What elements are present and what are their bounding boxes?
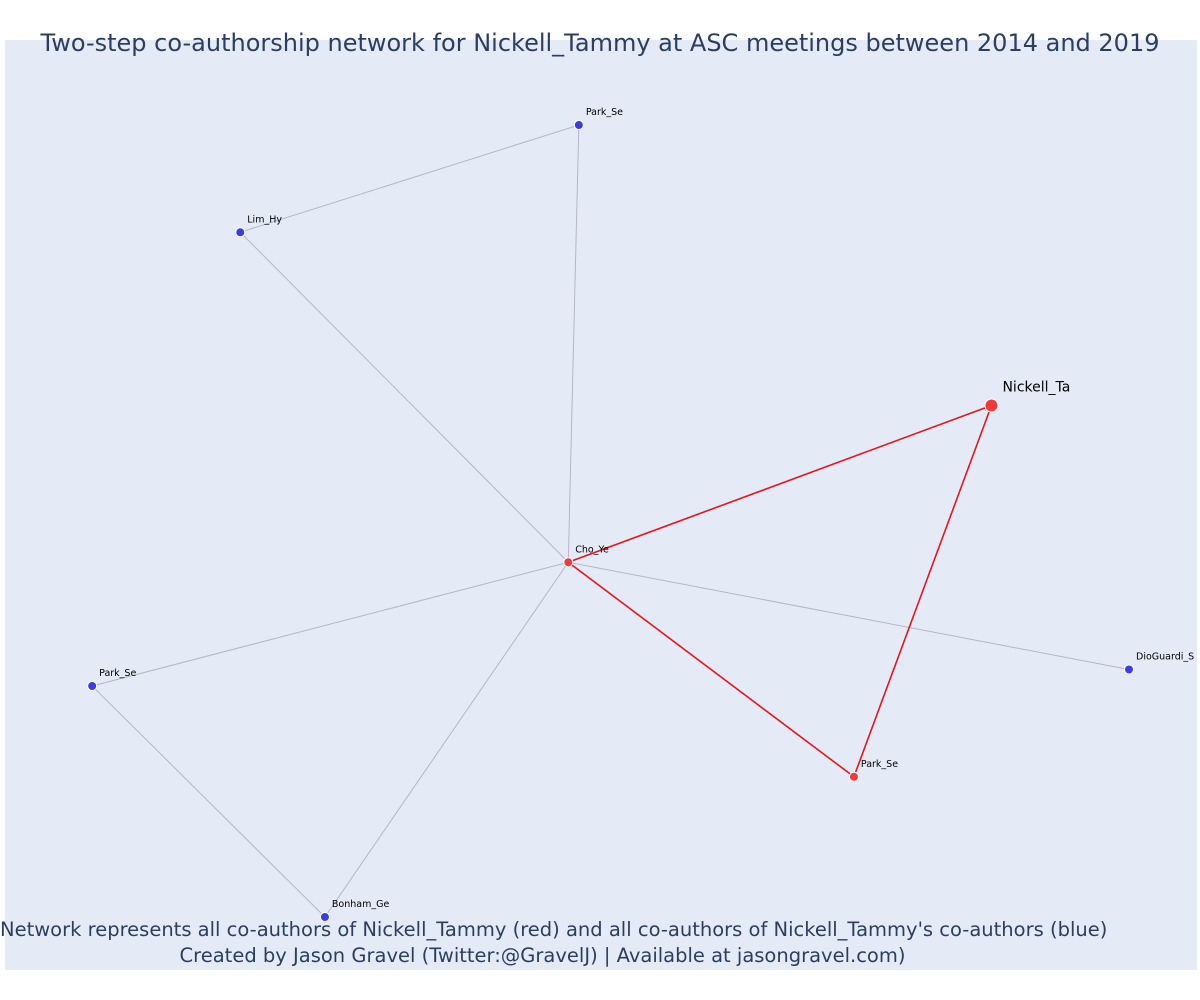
nodes-layer: [87, 120, 1134, 922]
node-lim[interactable]: [235, 227, 246, 238]
labels-layer: Nickell_Ta Cho_Ye Park_Se Park_Se Lim_Hy Park…: [99, 107, 1194, 910]
node-dioguardi[interactable]: [1124, 664, 1134, 675]
node-label-dioguardi: DioGuardi_S: [1136, 652, 1194, 663]
node-label-park_left: Park_Se: [99, 668, 136, 679]
node-label-nickell: Nickell_Ta: [1002, 380, 1070, 396]
plot-background: [5, 40, 1197, 970]
chart-caption: Network represents all co-authors of Nic…: [0, 917, 1108, 969]
edge-cho-nickell: [567, 404, 992, 564]
node-park_left[interactable]: [87, 681, 98, 691]
edge-cho-park_red: [567, 561, 855, 778]
node-park_red[interactable]: [848, 771, 859, 782]
edge-cho-dioguardi: [568, 561, 1130, 670]
node-label-lim: Lim_Hy: [247, 214, 282, 225]
edge-lim-cho: [239, 231, 569, 563]
edge-nickell-park_red: [853, 405, 993, 778]
node-label-bonham: Bonham_Ge: [332, 899, 390, 910]
edge-park_left-bonham: [91, 685, 326, 918]
caption-line-2: Created by Jason Gravel (Twitter:@Gravel…: [179, 944, 906, 967]
node-bonham[interactable]: [319, 912, 330, 922]
caption-line-1: Network represents all co-authors of Nic…: [0, 918, 1108, 941]
edge-cho-park_left: [92, 561, 569, 687]
edge-park_top-cho: [567, 124, 580, 563]
edge-park_top-lim: [240, 124, 579, 233]
node-cho[interactable]: [563, 557, 574, 568]
node-label-park_top: Park_Se: [586, 107, 623, 118]
node-park_top[interactable]: [573, 120, 584, 130]
node-label-cho: Cho_Ye: [575, 544, 609, 555]
chart-title: Two-step co-authorship network for Nicke…: [40, 29, 1160, 57]
node-nickell[interactable]: [984, 398, 999, 413]
node-label-park_red: Park_Se: [861, 759, 898, 770]
edges-layer: [91, 124, 1130, 918]
edge-cho-bonham: [324, 561, 569, 918]
